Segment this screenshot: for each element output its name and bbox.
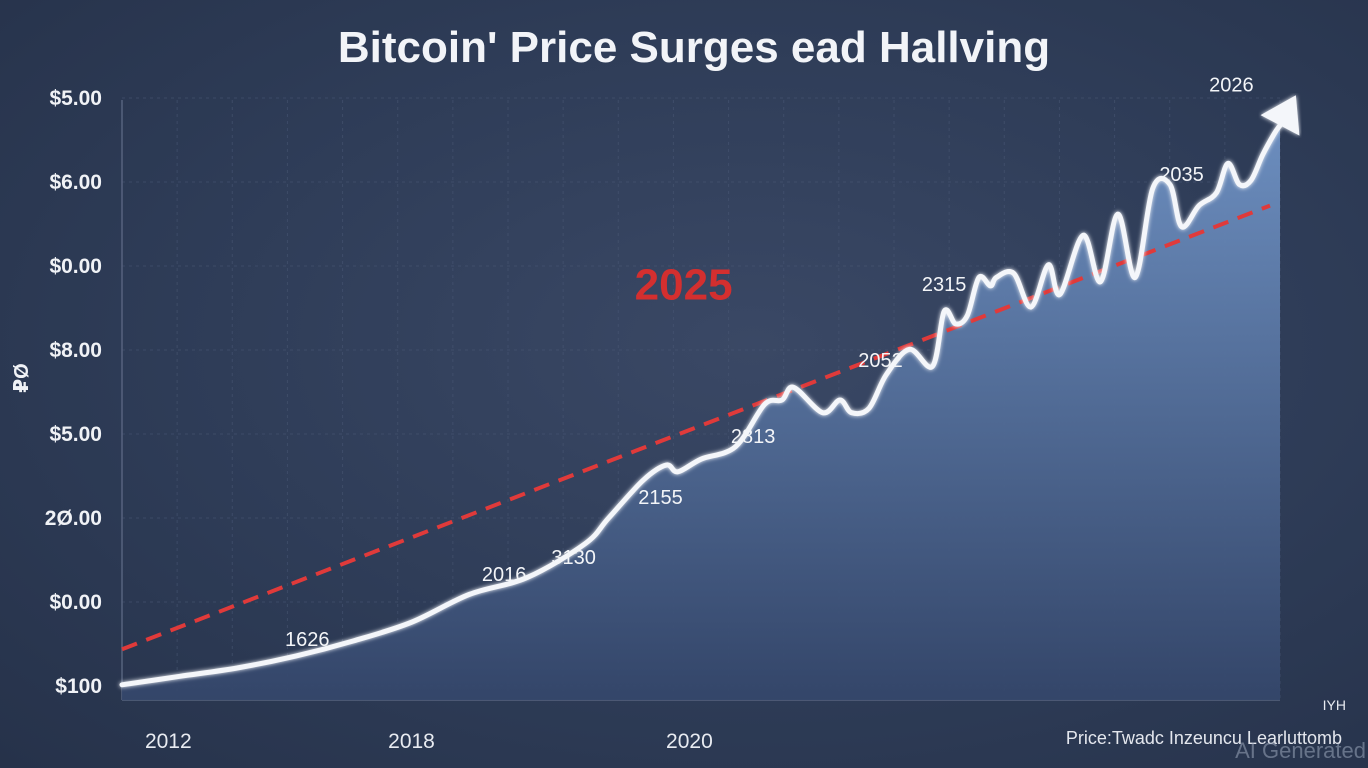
trend-layer (121, 203, 1271, 652)
y-axis-label: ₽Ø (11, 363, 33, 392)
y-tick-label: $0.00 (49, 591, 102, 614)
y-tick-label: $8.00 (49, 339, 102, 362)
data-label: 2026 (1209, 75, 1254, 97)
y-tick-label: 2Ø.00 (45, 507, 102, 530)
x-tick-label: 2020 (666, 730, 713, 753)
data-label: 2035 (1159, 164, 1204, 186)
annotation-layer: 1626 2016 3130 2155 2813 2052 2315 2035 2026 (285, 75, 1254, 651)
highlight-label-2025: 2025 (635, 260, 733, 309)
data-label: 2052 (858, 350, 903, 372)
y-tick-label: $100 (55, 675, 102, 698)
y-tick-label: $6.00 (49, 171, 102, 194)
price-area (122, 125, 1280, 700)
footer-caption: Price:Twadc Inzeuncu Learluttomb (1066, 728, 1342, 748)
data-label: 1626 (285, 629, 330, 651)
x-tick-label: 2012 (145, 730, 192, 753)
x-tick-label: 2018 (388, 730, 435, 753)
data-label: 3130 (551, 547, 596, 569)
y-axis-ticks: $100 $0.00 2Ø.00 $5.00 $8.00 $0.00 $6.00 $5.00 (45, 87, 102, 698)
corner-label: IYH (1323, 697, 1346, 713)
trend-arrow-head (1260, 95, 1300, 136)
x-axis-ticks: 2012 2018 2020 (145, 730, 713, 753)
data-label: 2315 (922, 274, 967, 296)
data-label: 2155 (638, 487, 683, 509)
chart-title: Bitcoin' Price Surges ead Hallving (338, 23, 1050, 72)
line-layer (119, 95, 1300, 688)
trend-line (121, 203, 1271, 652)
y-tick-label: $5.00 (49, 87, 102, 110)
data-label: 2016 (482, 564, 527, 586)
price-line (119, 122, 1283, 688)
area-layer (122, 125, 1280, 700)
data-label: 2813 (731, 426, 776, 448)
ai-generated-watermark: AI Generated (1235, 738, 1366, 763)
y-tick-label: $5.00 (49, 423, 102, 446)
y-tick-label: $0.00 (49, 255, 102, 278)
